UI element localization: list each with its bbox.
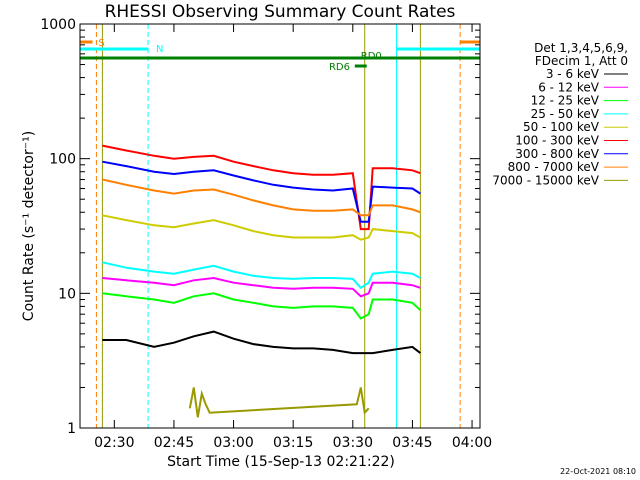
chart-title: RHESSI Observing Summary Count Rates	[105, 2, 456, 22]
y-axis: 1 10 100 1000	[40, 17, 480, 437]
series-line-2	[102, 292, 422, 320]
legend-label: 100 - 300 keV	[515, 134, 599, 148]
series-line-7	[102, 178, 421, 217]
series-line-4	[102, 214, 421, 241]
x-tick-label: 03:15	[273, 435, 313, 451]
x-tick-label: 04:00	[452, 435, 492, 451]
series-line-8	[188, 387, 370, 418]
x-axis-label: Start Time (15-Sep-13 02:21:22)	[167, 454, 395, 470]
legend-label: 6 - 12 keV	[538, 80, 600, 94]
y-tick-label: 1	[67, 421, 76, 437]
y-tick-label: 10	[58, 286, 76, 302]
legend: Det 1,3,4,5,6,9,FDecim 1, Att 03 - 6 keV…	[492, 41, 628, 187]
x-tick-label: 03:00	[213, 435, 253, 451]
series-line-0	[102, 330, 422, 355]
time-marker-lines	[95, 24, 461, 428]
legend-label: 300 - 800 keV	[515, 147, 599, 161]
x-tick-label: 02:30	[94, 435, 134, 451]
legend-label: 25 - 50 keV	[531, 107, 600, 121]
data-series-layer	[102, 144, 422, 418]
series-line-6	[102, 160, 421, 223]
x-tick-label: 03:30	[333, 435, 373, 451]
y-tick-label: 1000	[40, 17, 76, 33]
observation-mode-bars: S N RD0 RD6	[80, 38, 480, 73]
legend-header-line: FDecim 1, Att 0	[535, 54, 628, 68]
series-line-1	[102, 276, 421, 298]
marker-label-n: N	[156, 44, 163, 55]
x-tick-label: 03:45	[392, 435, 432, 451]
legend-label: 12 - 25 keV	[531, 94, 600, 108]
legend-label: 800 - 7000 keV	[508, 160, 600, 174]
x-axis: 02:30 02:45 03:00 03:15 03:30 03:45 04:00	[94, 24, 492, 451]
legend-label: 3 - 6 keV	[546, 67, 600, 81]
legend-label: 7000 - 15000 keV	[492, 173, 599, 187]
y-axis-label: Count Rate (s⁻¹ detector⁻¹)	[21, 131, 37, 321]
y-tick-label: 100	[49, 152, 76, 168]
x-tick-label: 02:45	[154, 435, 194, 451]
footer-timestamp: 22-Oct-2021 08:10	[560, 467, 636, 476]
marker-label-rd6: RD6	[329, 62, 350, 73]
series-line-3	[102, 261, 421, 290]
legend-label: 50 - 100 keV	[523, 120, 600, 134]
marker-label-rd0: RD0	[361, 51, 382, 62]
legend-header-line: Det 1,3,4,5,6,9,	[534, 41, 628, 55]
plot-frame	[79, 23, 481, 429]
marker-label-s: S	[98, 38, 104, 49]
series-line-5	[102, 144, 421, 231]
